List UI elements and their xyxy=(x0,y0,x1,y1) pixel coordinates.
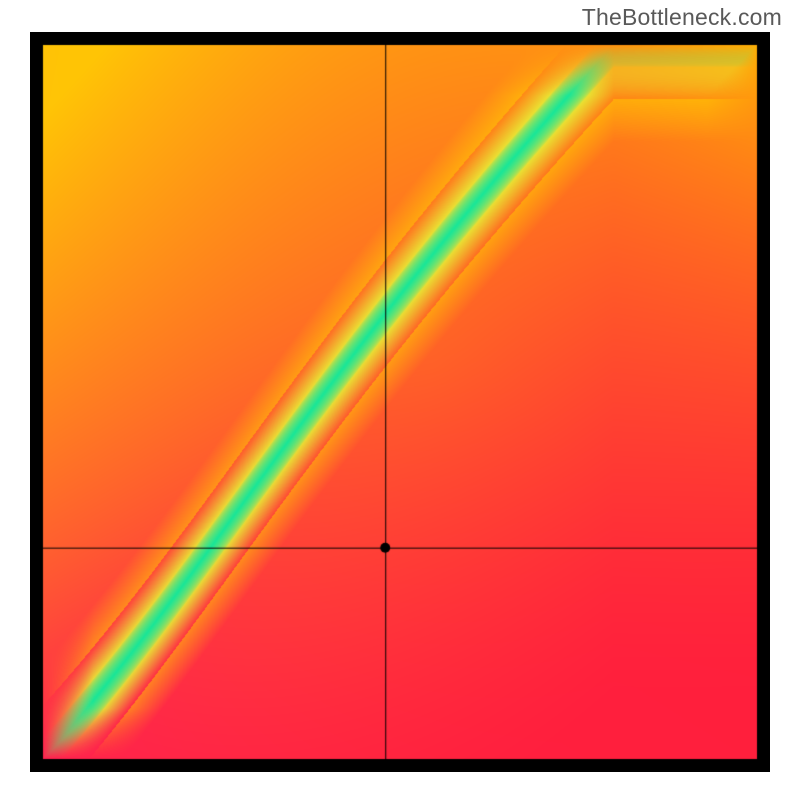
heatmap-canvas xyxy=(30,32,770,772)
stage: TheBottleneck.com xyxy=(0,0,800,800)
plot-frame xyxy=(30,32,770,772)
watermark-text: TheBottleneck.com xyxy=(582,4,782,31)
